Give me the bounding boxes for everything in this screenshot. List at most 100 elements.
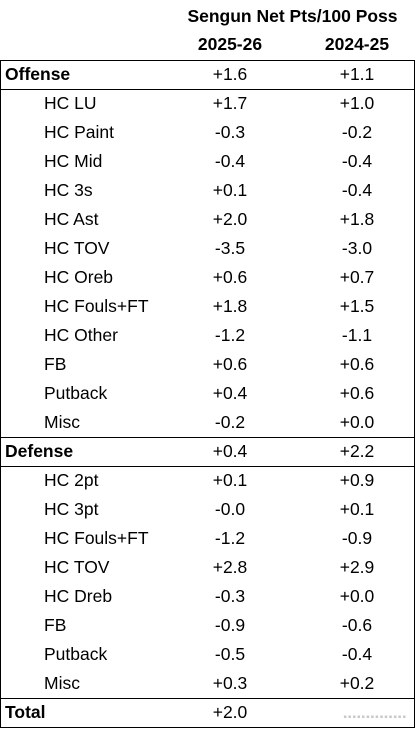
row-label: HC 2pt [44, 470, 99, 490]
table-row: HC 3s +0.1 -0.4 [0, 176, 415, 205]
value-2024-25: +0.9 [339, 470, 375, 490]
value-2025-26: -1.2 [214, 528, 246, 548]
value-2025-26: +0.6 [212, 354, 248, 374]
table-row: FB +0.6 +0.6 [0, 350, 415, 379]
table-row: HC Other -1.2 -1.1 [0, 321, 415, 350]
row-label: HC Paint [44, 122, 115, 142]
section-row: Total +2.0 [0, 698, 415, 727]
value-2025-26: -0.3 [214, 586, 246, 606]
value-2025-26: -0.5 [214, 644, 246, 664]
table-row: FB -0.9 -0.6 [0, 611, 415, 640]
value-2024-25: -0.9 [341, 528, 373, 548]
value-2025-26: -0.9 [214, 615, 246, 635]
table-row: Putback -0.5 -0.4 [0, 640, 415, 669]
row-divider [0, 727, 415, 728]
value-2024-25: +1.8 [339, 209, 375, 229]
value-2025-26: +1.8 [212, 296, 248, 316]
value-2025-26: +0.4 [212, 441, 248, 461]
row-label: Putback [44, 383, 108, 403]
value-2024-25: -0.2 [341, 122, 373, 142]
table-row: HC Paint -0.3 -0.2 [0, 118, 415, 147]
table-row: HC Mid -0.4 -0.4 [0, 147, 415, 176]
row-label: HC Fouls+FT [44, 528, 149, 548]
table-row: HC Fouls+FT +1.8 +1.5 [0, 292, 415, 321]
column-header-2024-25: 2024-25 [324, 34, 390, 54]
row-label: HC 3s [44, 180, 93, 200]
value-2024-25: +0.1 [339, 499, 375, 519]
watermark: ▪▪▪▪▪▪▪▪▪▪▪▪▪▪ [343, 712, 407, 723]
column-header-2025-26: 2025-26 [197, 34, 263, 54]
value-2025-26: +1.6 [212, 64, 248, 84]
table-border [0, 60, 1, 727]
row-label: FB [44, 354, 67, 374]
table-row: HC Dreb -0.3 +0.0 [0, 582, 415, 611]
value-2024-25: +0.0 [339, 586, 375, 606]
row-divider [0, 466, 415, 467]
value-2024-25: +1.0 [339, 93, 375, 113]
row-label: HC Other [44, 325, 118, 345]
value-2024-25: -3.0 [341, 238, 373, 258]
table-row: HC TOV -3.5 -3.0 [0, 234, 415, 263]
table-row: Putback +0.4 +0.6 [0, 379, 415, 408]
value-2024-25: +0.6 [339, 354, 375, 374]
row-label: HC LU [44, 93, 97, 113]
table-row: Misc -0.2 +0.0 [0, 408, 415, 437]
row-label: Putback [44, 644, 108, 664]
value-2025-26: +0.4 [212, 383, 248, 403]
row-label: HC Dreb [44, 586, 113, 606]
row-label: Misc [44, 412, 80, 432]
value-2025-26: -0.2 [214, 412, 246, 432]
row-divider [0, 698, 415, 699]
value-2025-26: +1.7 [212, 93, 248, 113]
row-label: HC 3pt [44, 499, 99, 519]
table-row: HC LU +1.7 +1.0 [0, 89, 415, 118]
value-2024-25: -1.1 [341, 325, 373, 345]
value-2024-25: +0.0 [339, 412, 375, 432]
table-row: HC Ast +2.0 +1.8 [0, 205, 415, 234]
value-2025-26: +0.1 [212, 470, 248, 490]
row-label: FB [44, 615, 67, 635]
table-row: HC TOV +2.8 +2.9 [0, 553, 415, 582]
value-2025-26: +2.8 [212, 557, 248, 577]
value-2025-26: -3.5 [214, 238, 246, 258]
value-2024-25: -0.4 [341, 644, 373, 664]
value-2024-25: +1.5 [339, 296, 375, 316]
row-label: Total [5, 702, 46, 722]
section-row: Offense +1.6 +1.1 [0, 60, 415, 89]
row-label: Defense [5, 441, 74, 461]
value-2025-26: +2.0 [212, 209, 248, 229]
table-row: HC Fouls+FT -1.2 -0.9 [0, 524, 415, 553]
row-label: HC Mid [44, 151, 103, 171]
value-2025-26: -0.4 [214, 151, 246, 171]
section-row: Defense +0.4 +2.2 [0, 437, 415, 466]
value-2025-26: -1.2 [214, 325, 246, 345]
value-2024-25: +1.1 [339, 64, 375, 84]
value-2024-25: -0.6 [341, 615, 373, 635]
value-2025-26: -0.0 [214, 499, 246, 519]
table-row: Misc +0.3 +0.2 [0, 669, 415, 698]
row-divider [0, 89, 415, 90]
value-2024-25: +2.2 [339, 441, 375, 461]
table-row: HC 2pt +0.1 +0.9 [0, 466, 415, 495]
row-label: Offense [5, 64, 71, 84]
value-2024-25: -0.4 [341, 151, 373, 171]
value-2024-25: +0.2 [339, 673, 375, 693]
row-label: HC Oreb [44, 267, 114, 287]
row-label: Misc [44, 673, 80, 693]
row-divider [0, 60, 415, 61]
value-2024-25: +0.6 [339, 383, 375, 403]
value-2025-26: -0.3 [214, 122, 246, 142]
table-title: Sengun Net Pts/100 Poss [187, 6, 398, 26]
row-label: HC TOV [44, 238, 110, 258]
table-row: HC 3pt -0.0 +0.1 [0, 495, 415, 524]
value-2025-26: +0.6 [212, 267, 248, 287]
row-label: HC TOV [44, 557, 110, 577]
value-2025-26: +2.0 [212, 702, 248, 722]
value-2025-26: +0.3 [212, 673, 248, 693]
row-label: HC Fouls+FT [44, 296, 149, 316]
value-2024-25: +2.9 [339, 557, 375, 577]
value-2024-25: +0.7 [339, 267, 375, 287]
value-2024-25: -0.4 [341, 180, 373, 200]
value-2025-26: +0.1 [212, 180, 248, 200]
